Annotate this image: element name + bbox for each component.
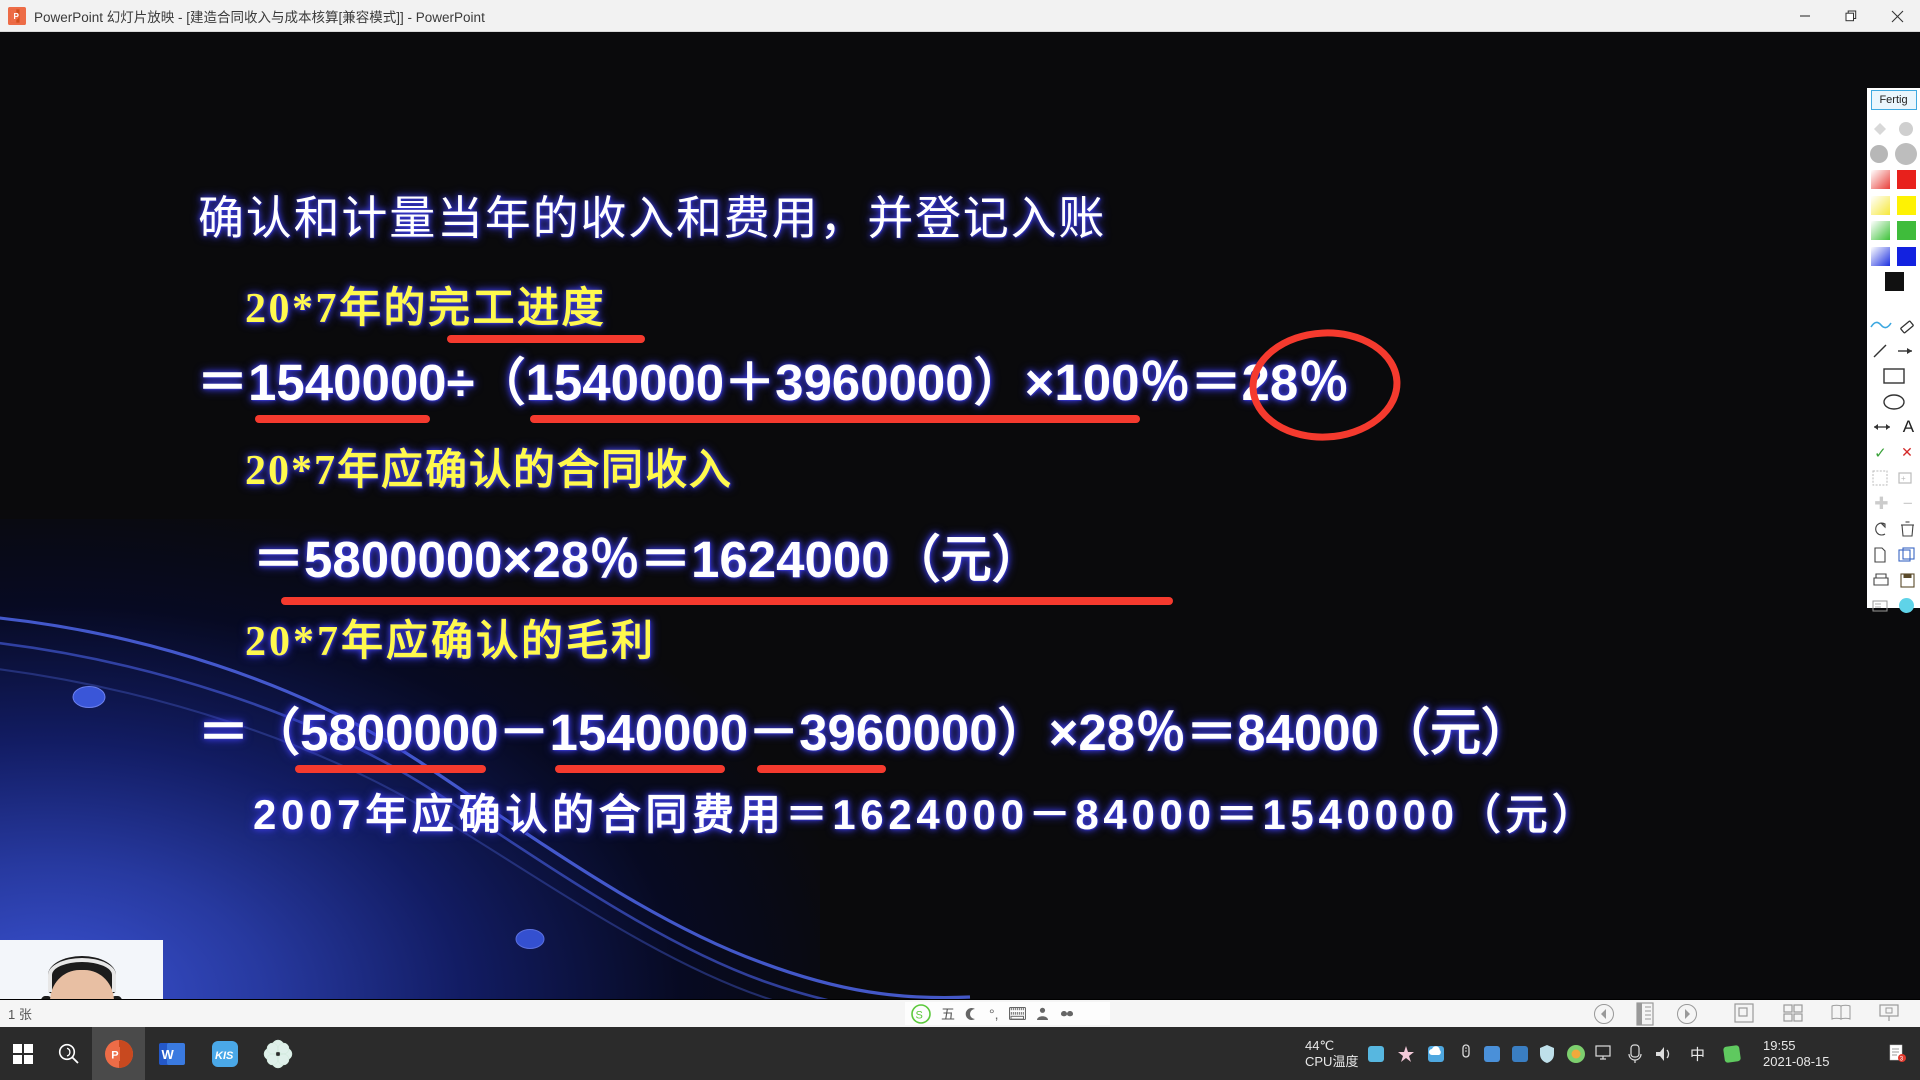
svg-text:+: + [1901, 474, 1906, 483]
svg-text:P: P [13, 11, 19, 20]
svg-text:S: S [916, 1009, 923, 1021]
